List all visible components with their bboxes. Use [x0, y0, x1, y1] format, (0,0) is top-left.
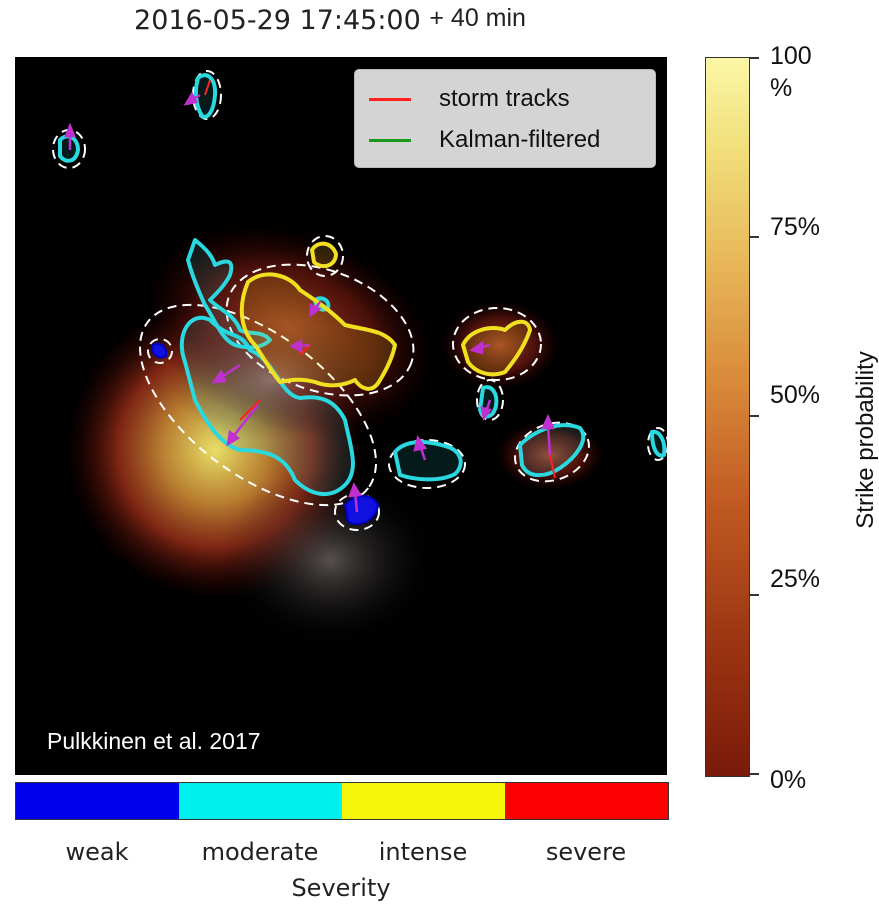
- colorbar-tick-100: [749, 57, 759, 59]
- colorbar-tick-0: [749, 773, 759, 775]
- severity-label-moderate: moderate: [201, 838, 319, 866]
- colorbar-label-100-percent: %: [770, 74, 793, 102]
- colorbar-label-50: 50%: [770, 381, 821, 409]
- motion-arrows: [64, 91, 555, 513]
- weak-contours: [150, 342, 380, 525]
- colorbar-tick-75: [749, 236, 759, 238]
- severity-title: Severity: [291, 874, 391, 902]
- severity-swatch-moderate: [179, 783, 342, 819]
- legend-swatch-kalman-filtered: [369, 138, 411, 142]
- severity-label-intense: intense: [378, 838, 468, 866]
- colorbar-label-25: 25%: [770, 565, 821, 593]
- map-legend: storm tracks Kalman-filtered: [354, 69, 656, 168]
- legend-item-storm-tracks: storm tracks: [369, 84, 570, 114]
- colorbar-tick-50: [749, 415, 759, 417]
- colorbar-label-0: 0%: [770, 766, 807, 794]
- severity-swatch-severe: [505, 783, 668, 819]
- severity-colorbar: [15, 782, 669, 820]
- legend-label-kalman-filtered: Kalman-filtered: [439, 126, 601, 153]
- storm-tracks: [204, 79, 556, 479]
- colorbar-tick-25: [749, 594, 759, 596]
- citation-label: Pulkkinen et al. 2017: [47, 728, 261, 754]
- probability-field: [65, 222, 605, 650]
- colorbar-label-100: 100: [770, 42, 812, 70]
- severity-swatch-weak: [16, 783, 179, 819]
- colorbar-label-75: 75%: [770, 213, 821, 241]
- title-lead-time: + 40 min: [429, 4, 526, 32]
- title-timestamp: 2016-05-29 17:45:00: [134, 5, 421, 36]
- severity-label-severe: severe: [545, 838, 627, 866]
- legend-item-kalman-filtered: Kalman-filtered: [369, 125, 600, 155]
- legend-swatch-storm-tracks: [369, 97, 411, 101]
- severity-swatch-intense: [342, 783, 505, 819]
- severity-label-weak: weak: [65, 838, 129, 866]
- legend-label-storm-tracks: storm tracks: [439, 85, 570, 112]
- colorbar-title: Strike probability: [852, 351, 879, 529]
- map-title: 2016-05-29 17:45:00 + 40 min: [0, 4, 660, 36]
- probability-colorbar: [705, 57, 750, 777]
